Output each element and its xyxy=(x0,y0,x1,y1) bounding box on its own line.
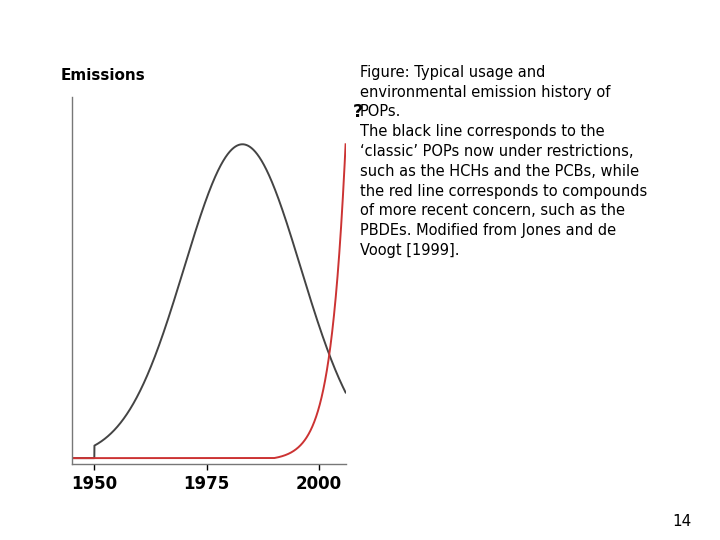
Text: Emissions: Emissions xyxy=(61,68,146,83)
Text: Figure: Typical usage and
environmental emission history of
POPs.
The black line: Figure: Typical usage and environmental … xyxy=(360,65,647,258)
Text: 14: 14 xyxy=(672,514,691,529)
Text: ?: ? xyxy=(353,103,363,120)
